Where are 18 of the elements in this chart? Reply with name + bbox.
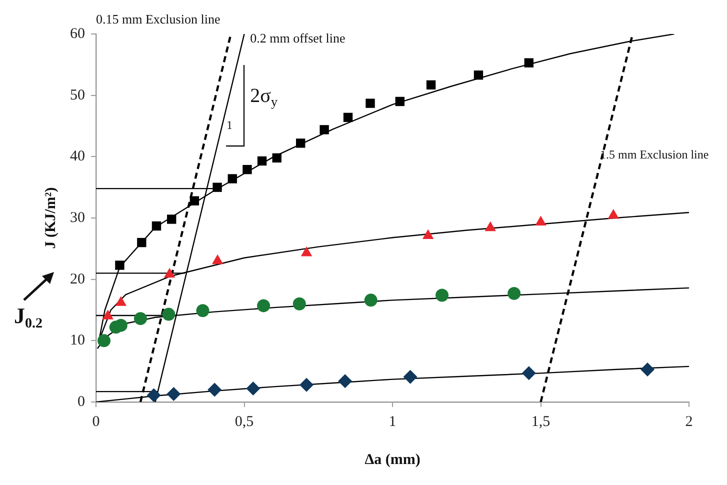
y-tick-label: 10: [70, 332, 85, 349]
x-tick-label: 0,5: [234, 414, 254, 430]
x-axis-title: Δa (mm): [364, 452, 420, 468]
x-tick-label: 1,5: [531, 414, 550, 430]
x-tick-label: 0: [92, 414, 100, 430]
y-tick-label: 30: [70, 210, 85, 226]
y-tick-label: 0: [78, 394, 85, 410]
x-tick-label: 2: [685, 414, 693, 430]
x-tick-label: 1: [388, 414, 396, 430]
annotation: 0.2 mm offset line: [250, 30, 346, 46]
y-tick-label: 40: [70, 148, 85, 165]
annotation: 1.5 mm Exclusion line: [600, 148, 709, 162]
y-tick-label: 50: [70, 87, 85, 104]
y-axis-title: J (KJ/m²): [42, 187, 59, 249]
text: 0.15 mm Exclusion line: [96, 11, 220, 26]
y-tick-label: 60: [70, 26, 85, 42]
y-tick-label: 20: [70, 271, 85, 288]
annotation: 1: [226, 118, 232, 132]
